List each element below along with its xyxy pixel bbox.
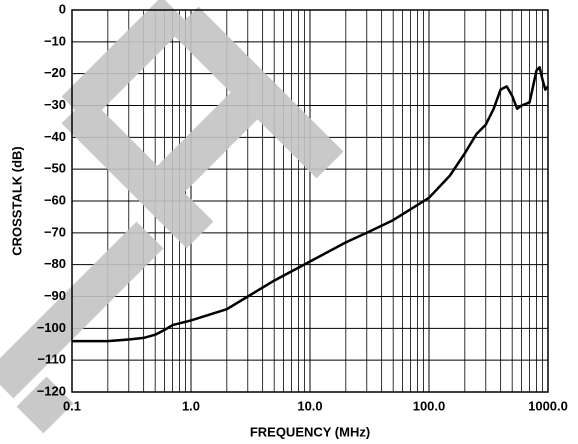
x-axis-label: FREQUENCY (MHz) [250,424,370,439]
y-tick-label: −80 [44,256,66,271]
plot [72,66,549,343]
y-tick-label: −30 [44,97,66,112]
watermark-stroke [136,81,269,214]
y-tick-label: −110 [37,352,66,367]
y-tick-label: −50 [44,161,66,176]
plot-frame [71,9,549,393]
x-tick-label: 1.0 [182,398,200,413]
data-line [72,66,549,343]
watermark-stroke [0,221,164,399]
y-tick-label: −120 [37,383,66,398]
watermark-stroke [61,0,189,124]
watermark [0,0,344,434]
y-axis-label: CROSSTALK (dB) [9,146,24,256]
y-tick-label: −20 [44,65,66,80]
watermark-stroke [171,6,344,179]
x-tick-label: 10.0 [297,398,322,413]
y-tick-label: −70 [44,224,66,239]
x-tick-label: 100.0 [413,398,446,413]
y-tick-label: −60 [44,192,66,207]
y-tick-label: −90 [44,288,66,303]
y-tick-label: −10 [44,33,66,48]
y-tick-label: −40 [44,129,66,144]
watermark-stroke [61,96,214,249]
x-tick-label: 0.1 [63,398,81,413]
watermark-stroke [16,376,74,434]
y-tick-label: −100 [37,320,66,335]
y-tick-label: 0 [59,1,66,16]
x-tick-label: 1000.0 [528,398,568,413]
